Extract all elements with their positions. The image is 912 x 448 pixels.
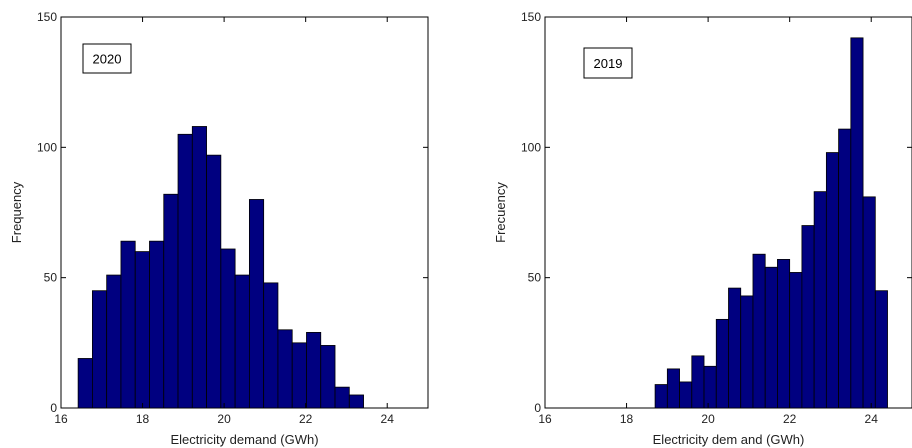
y-tick-label: 50 (44, 271, 58, 285)
histogram-bar (348, 394, 364, 409)
y-tick-label: 150 (37, 10, 57, 24)
histogram-bar (703, 365, 717, 409)
y-axis-label: Frequency (9, 181, 24, 243)
histogram-bar (163, 193, 179, 409)
annotation-box (82, 43, 132, 74)
histogram-bar (679, 381, 693, 409)
histogram-bar (801, 225, 815, 409)
y-tick-label: 0 (534, 401, 541, 415)
histogram-bar (715, 318, 729, 409)
histogram-bar (120, 240, 136, 409)
histogram-bar (77, 358, 93, 409)
histogram-bar (813, 191, 827, 409)
y-tick-label: 50 (528, 271, 542, 285)
x-tick-label: 16 (538, 412, 552, 426)
x-tick-label: 20 (217, 412, 231, 426)
histogram-bar (206, 154, 222, 409)
histogram-bar (740, 295, 754, 409)
histogram-bar (191, 126, 207, 409)
histogram-bar (654, 384, 668, 409)
histogram-bar (752, 253, 766, 409)
histogram-bar (728, 287, 742, 409)
histogram-bar (277, 329, 293, 409)
y-axis-label: Frecuency (493, 182, 508, 243)
histogram-2019: 16 18 20 22 24 0 50 100 150 2019 Electricity dem… (493, 10, 912, 447)
histogram-bar (334, 386, 350, 409)
histogram-bar (134, 251, 150, 409)
histogram-bar (764, 266, 778, 409)
ticks: 16 18 20 22 24 0 50 100 150 (37, 10, 428, 426)
histogram-bar (862, 196, 876, 409)
bars (77, 126, 364, 409)
histogram-bar (149, 240, 165, 409)
y-tick-label: 100 (521, 140, 541, 154)
histogram-bar (263, 282, 279, 409)
histogram-bar (177, 133, 193, 409)
x-tick-label: 18 (620, 412, 634, 426)
annotation-label: 2019 (594, 56, 623, 71)
histogram-bar (248, 199, 265, 409)
histogram-2020: 16 18 20 22 24 0 50 100 150 2020 Electricity dem… (9, 10, 429, 447)
x-tick-label: 22 (299, 412, 313, 426)
histogram-bar (306, 332, 322, 409)
histogram-bar (777, 259, 791, 409)
x-tick-label: 24 (865, 412, 879, 426)
histogram-bar (838, 128, 852, 409)
histogram-bar (91, 290, 108, 409)
histogram-bar (234, 274, 250, 409)
histogram-bar (850, 37, 864, 409)
bars (654, 37, 888, 409)
x-axis-label: Electricity dem and (GWh) (653, 432, 805, 447)
annotation-box (583, 47, 633, 79)
histogram-bar (320, 345, 336, 409)
y-tick-label: 0 (50, 401, 57, 415)
histogram-bar (106, 274, 122, 409)
histogram-bar (291, 342, 307, 409)
x-tick-label: 16 (54, 412, 68, 426)
x-tick-label: 20 (701, 412, 715, 426)
histogram-bar (691, 355, 705, 409)
x-tick-label: 24 (381, 412, 395, 426)
x-tick-label: 18 (136, 412, 150, 426)
annotation-label: 2020 (93, 52, 122, 67)
histogram-bar (825, 152, 839, 409)
x-tick-label: 22 (783, 412, 797, 426)
ticks: 16 18 20 22 24 0 50 100 150 (521, 10, 912, 426)
histogram-bar (874, 290, 888, 409)
x-axis-label: Electricity demand (GWh) (170, 432, 318, 447)
histogram-bar (666, 368, 680, 409)
histogram-bar (789, 272, 803, 409)
y-tick-label: 150 (521, 10, 541, 24)
histogram-bar (220, 248, 236, 409)
y-tick-label: 100 (37, 140, 57, 154)
